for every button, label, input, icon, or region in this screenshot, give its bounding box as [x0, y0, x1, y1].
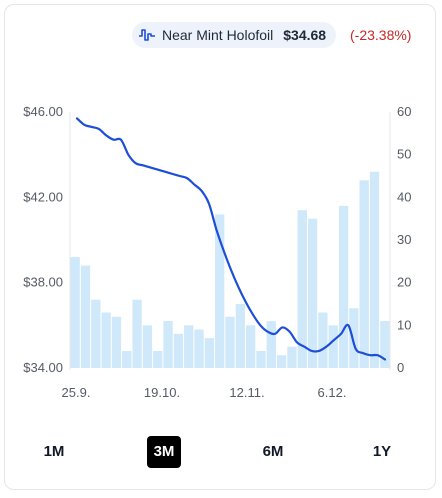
y-left-tick-label: $42.00	[23, 189, 63, 204]
volume-bar	[173, 333, 184, 368]
range-6m-button[interactable]: 6M	[262, 443, 284, 460]
y-left-tick-label: $38.00	[23, 275, 63, 290]
x-tick-label: 12.11.	[229, 385, 264, 400]
price-history-icon	[138, 26, 156, 44]
range-1m-button[interactable]: 1M	[43, 443, 65, 460]
volume-bar	[225, 316, 235, 368]
volume-bar	[338, 205, 349, 368]
y-right-tick-label: 50	[397, 147, 411, 162]
range-selector: 1M 3M 6M 1Y	[0, 436, 442, 470]
volume-bar	[91, 299, 101, 368]
range-3m-button[interactable]: 3M	[147, 436, 181, 468]
volume-bar	[287, 346, 297, 368]
y-right-tick-label: 40	[397, 189, 411, 204]
volume-bar	[307, 218, 318, 368]
volume-bar	[328, 325, 338, 368]
y-right-tick-label: 20	[397, 275, 411, 290]
x-tick-label: 19.10.	[144, 385, 180, 400]
y-left-tick-label: $34.00	[23, 360, 63, 375]
volume-bar	[245, 325, 256, 368]
chart-header: Near Mint Holofoil $34.68 (-23.38%)	[0, 0, 442, 60]
volume-bar	[349, 308, 359, 368]
volume-bar	[204, 338, 215, 368]
price-history-chart: $46.00 $42.00 $38.00 $34.00 60 50 40 30 20 10 0 25.…	[23, 104, 411, 400]
volume-bar	[380, 321, 390, 368]
x-tick-label: 25.9.	[62, 385, 91, 400]
volume-bar	[111, 316, 122, 368]
y-right-tick-label: 10	[397, 317, 411, 332]
volume-bar	[235, 304, 245, 368]
volume-bar	[80, 265, 91, 368]
y-left-tick-label: $46.00	[23, 104, 63, 119]
price-change-percent: (-23.38%)	[350, 27, 412, 43]
volume-bar	[215, 214, 225, 368]
variant-price-chip[interactable]: Near Mint Holofoil $34.68	[132, 22, 336, 48]
volume-bar	[163, 321, 173, 368]
volume-bar	[256, 350, 266, 368]
volume-bar	[132, 299, 142, 368]
y-right-tick-label: 30	[397, 232, 411, 247]
volume-bar	[101, 312, 111, 368]
volume-bar	[153, 350, 163, 368]
variant-label: Near Mint Holofoil	[162, 27, 274, 43]
y-right-tick-label: 0	[397, 360, 404, 375]
current-price: $34.68	[283, 27, 327, 43]
y-right-tick-label: 60	[397, 104, 411, 119]
volume-bar	[194, 329, 204, 368]
volume-bar	[122, 350, 132, 368]
volume-bar	[297, 210, 307, 368]
volume-bar	[276, 355, 287, 368]
volume-bar	[70, 257, 80, 368]
volume-bar	[369, 171, 380, 368]
price-line-layer	[75, 117, 387, 361]
volume-bar	[184, 325, 194, 368]
axis-ticks: $46.00 $42.00 $38.00 $34.00 60 50 40 30 20 10 0 25.…	[23, 104, 411, 400]
volume-bar	[318, 312, 328, 368]
price-line	[75, 117, 387, 361]
x-tick-label: 6.12.	[318, 385, 347, 400]
volume-bar	[266, 321, 276, 368]
range-1y-button[interactable]: 1Y	[372, 443, 392, 460]
volume-bar	[142, 325, 153, 368]
volume-bars	[70, 171, 390, 368]
volume-bar	[359, 180, 369, 368]
